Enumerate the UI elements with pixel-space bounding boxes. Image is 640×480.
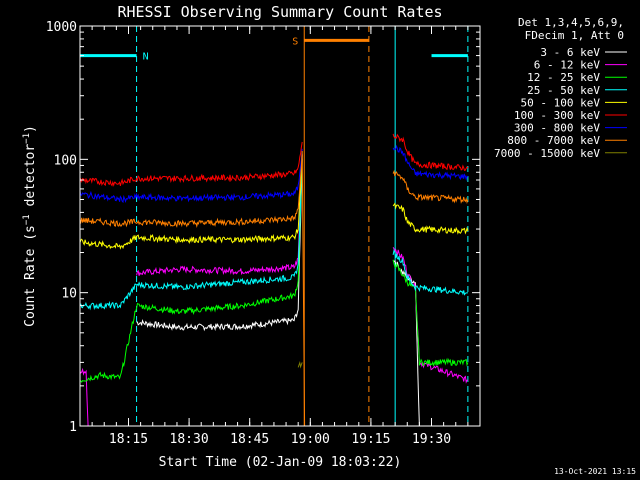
series-3-segment-0: [80, 158, 303, 311]
y-axis-title: Count Rate (s−1 detector−1): [22, 125, 38, 327]
legend-label-1: 6 - 12 keV: [534, 59, 601, 72]
legend-label-5: 100 - 300 keV: [514, 109, 600, 122]
legend-label-3: 25 - 50 keV: [527, 84, 600, 97]
series-2-segment-1: [392, 259, 469, 367]
x-axis-title: Start Time (02-Jan-09 18:03:22): [159, 455, 402, 470]
series-1-segment-0: [80, 367, 89, 426]
series-0-segment-0: [136, 159, 303, 332]
y-tick-label-1: 10: [61, 287, 77, 302]
count-rate-series: [80, 133, 469, 426]
plot-frame: [79, 25, 481, 427]
legend-label-4: 50 - 100 keV: [521, 96, 601, 109]
series-8-segment-0: [297, 360, 303, 369]
series-7-segment-0: [80, 150, 306, 426]
y-axis-title-exp1: −1: [22, 214, 32, 225]
night-label: N: [143, 52, 149, 63]
series-5-segment-1: [392, 133, 469, 172]
legend-label-6: 300 - 800 keV: [514, 122, 600, 135]
x-axis: 18:15 18:30 18:45 19:00 19:15 19:30: [79, 26, 481, 447]
series-3-segment-1: [392, 249, 469, 296]
legend-label-2: 12 - 25 keV: [527, 71, 600, 84]
saa-label: S: [292, 36, 298, 47]
timestamp: 13-Oct-2021 13:15: [554, 467, 636, 476]
series-5-segment-0: [80, 141, 303, 187]
y-axis: 1 10 100 1000: [46, 20, 480, 435]
x-tick-label-2: 18:45: [230, 432, 269, 447]
y-tick-label-3: 1000: [46, 20, 77, 35]
series-6-segment-0: [80, 148, 303, 204]
y-tick-label-0: 1: [69, 420, 77, 435]
x-tick-label-1: 18:30: [170, 432, 209, 447]
chart-title: RHESSI Observing Summary Count Rates: [117, 3, 442, 21]
x-tick-label-0: 18:15: [109, 432, 148, 447]
x-tick-label-4: 19:15: [351, 432, 390, 447]
x-tick-label-3: 19:00: [291, 432, 330, 447]
y-axis-title-exp2: −1: [22, 133, 32, 144]
legend-label-8: 7000 - 15000 keV: [494, 147, 600, 160]
series-1-segment-1: [136, 153, 303, 276]
series-6-segment-1: [392, 144, 469, 181]
series-7-segment-1: [392, 169, 469, 205]
legend-label-0: 3 - 6 keV: [540, 46, 600, 59]
y-tick-label-2: 100: [54, 153, 77, 168]
series-4-segment-1: [392, 202, 469, 235]
legend: Det 1,3,4,5,6,9, FDecim 1, Att 0 3 - 6 k…: [494, 16, 627, 160]
series-2-segment-0: [80, 156, 303, 383]
x-tick-label-5: 19:30: [412, 432, 451, 447]
legend-header-line-1: Det 1,3,4,5,6,9,: [518, 16, 624, 29]
legend-label-7: 800 - 7000 keV: [507, 134, 600, 147]
series-4-segment-0: [80, 154, 303, 250]
legend-header-line-2: FDecim 1, Att 0: [525, 29, 624, 42]
